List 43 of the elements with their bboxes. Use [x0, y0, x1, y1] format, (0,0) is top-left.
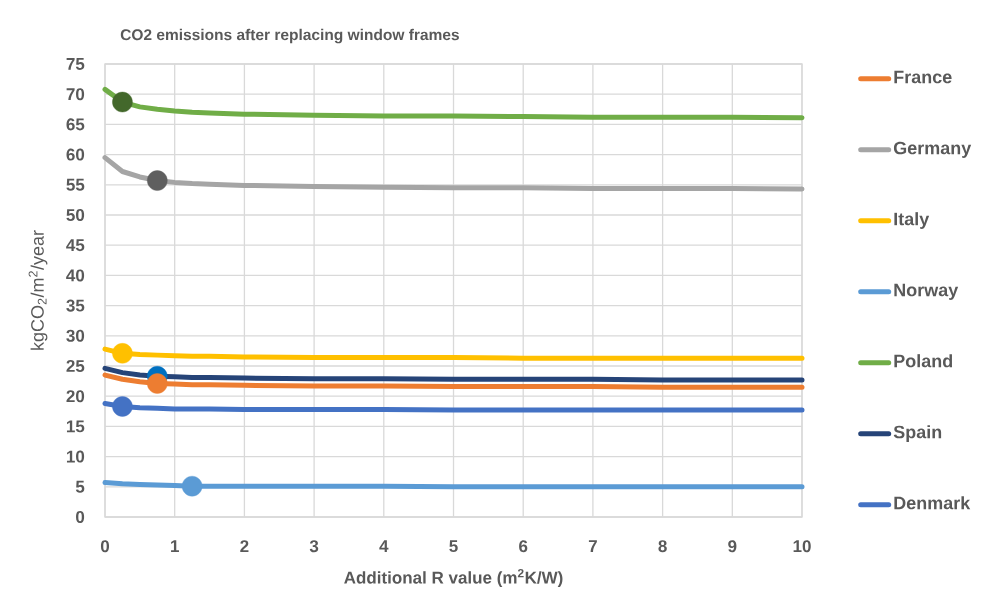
- x-tick-label: 7: [588, 540, 597, 552]
- legend-label: Italy: [894, 212, 930, 229]
- y-tick-label: 65: [66, 118, 85, 131]
- y-tick-label: 55: [66, 178, 85, 191]
- point: [181, 476, 203, 497]
- x-tick-label: 1: [171, 540, 179, 552]
- y-tick-label: 15: [66, 420, 85, 433]
- y-tick-label: 75: [66, 58, 85, 70]
- y-tick-label: 30: [66, 329, 85, 342]
- y-tick-label: 25: [66, 359, 85, 373]
- x-tick-label: 4: [379, 540, 389, 552]
- point: [112, 91, 133, 113]
- legend-label: Spain: [893, 425, 942, 442]
- y-tick-label: 35: [66, 299, 85, 312]
- x-axis-title: Additional R value (m$^{2}$K/W): [344, 568, 563, 588]
- x-tick-label: 2: [240, 540, 249, 553]
- y-tick-label: 0: [76, 510, 85, 524]
- point: [112, 343, 133, 364]
- y-tick-label: 20: [66, 390, 85, 403]
- y-tick-label: 70: [66, 88, 85, 101]
- legend-label: Poland: [894, 354, 953, 368]
- point: [147, 170, 168, 191]
- x-tick-label: 5: [449, 540, 458, 553]
- y-axis-title: kgCO$_{2}$/m$^{2}$/year: [28, 230, 48, 350]
- x-tick-label: 10: [793, 540, 811, 553]
- x-tick-label: 6: [519, 540, 528, 553]
- y-tick-label: 45: [66, 239, 85, 252]
- x-tick-label: 8: [658, 540, 667, 553]
- y-tick-label: 50: [66, 208, 85, 222]
- legend-label: Norway: [894, 283, 959, 300]
- y-tick-label: 40: [66, 269, 85, 282]
- x-tick-label: 3: [309, 540, 319, 553]
- y-tick-label: 10: [66, 450, 85, 463]
- legend-label: Germany: [893, 141, 972, 158]
- x-tick-label: 9: [728, 540, 737, 553]
- y-tick-label: 60: [66, 148, 85, 161]
- y-tick-label: 5: [75, 480, 85, 493]
- point: [147, 373, 168, 394]
- legend-label: Denmark: [894, 496, 971, 510]
- point: [112, 396, 133, 417]
- chart-title: CO2 emissions after replacing window frames: [120, 28, 459, 44]
- legend-label: France: [894, 70, 952, 84]
- x-tick-label: 0: [100, 540, 110, 553]
